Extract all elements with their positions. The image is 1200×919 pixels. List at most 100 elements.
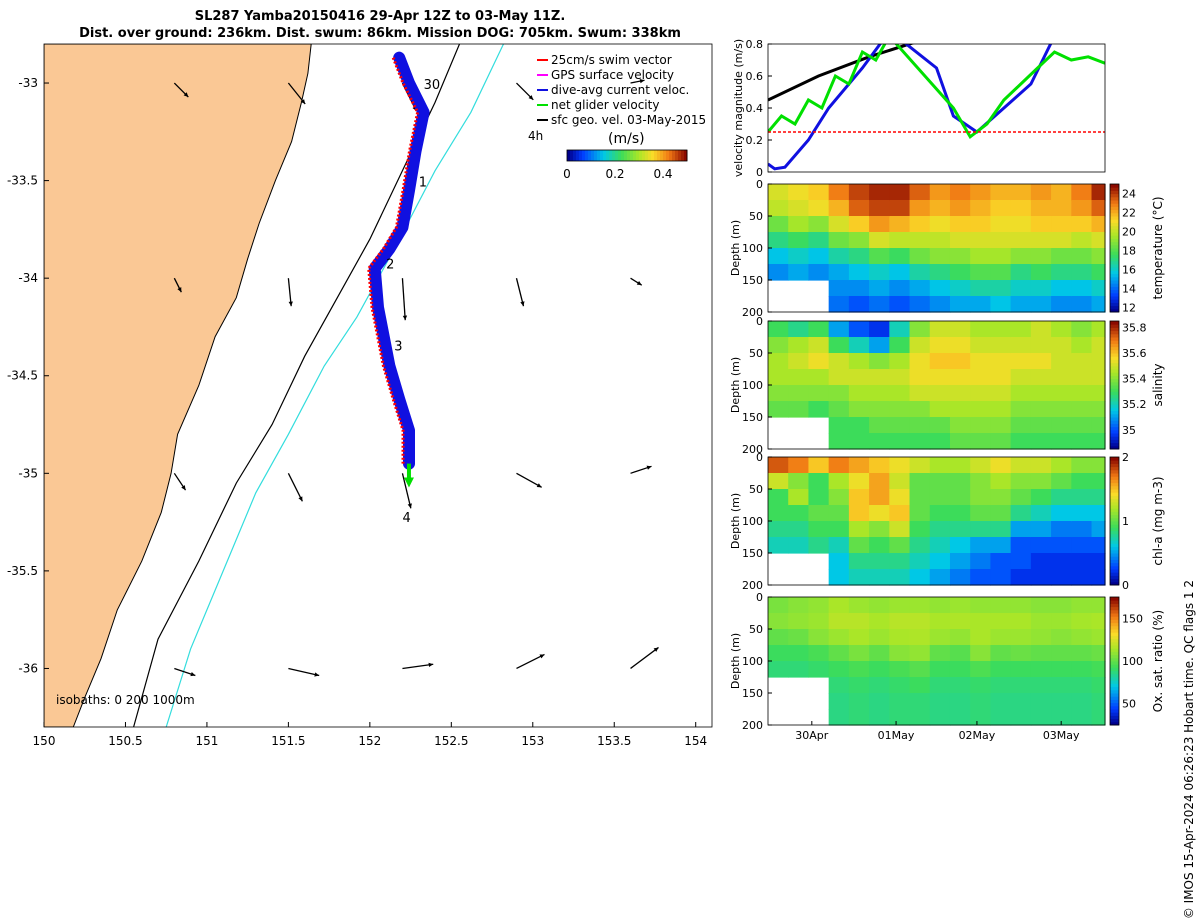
heatmap-cell [848,296,870,313]
profile-y-tick-label: 100 [742,655,763,668]
colorbar-cell [1110,330,1119,335]
heatmap-cell [768,321,789,338]
heatmap-cell [828,489,850,506]
heatmap-cell [990,385,1012,402]
heatmap-cell [1051,709,1072,726]
heatmap-cell [990,613,1012,630]
heatmap-cell [929,433,951,450]
current-arrow-head [536,483,542,488]
heatmap-cell [788,597,810,614]
heatmap-cell [828,613,850,630]
scale-label: 4h [528,129,543,143]
heatmap-cells [768,184,1106,313]
heatmap-cell [808,385,830,402]
heatmap-cell [1091,385,1106,402]
heatmap-cell [1091,693,1106,710]
heatmap-cell [1091,337,1106,354]
heatmap-cell [970,677,992,694]
heatmap-cell [970,353,992,370]
heatmap-cell [808,401,830,418]
colorbar-cell [1110,597,1119,601]
colorbar-cell [1110,381,1119,386]
heatmap-cell [808,369,830,386]
velocity-y-tick-label: 0.6 [746,70,764,83]
heatmap-cell [990,505,1012,522]
heatmap-cell [1030,693,1052,710]
heatmap-cell [788,521,810,538]
heatmap-cell [1071,613,1093,630]
profile-y-tick-label: 200 [742,719,763,732]
heatmap-cell [768,353,789,370]
heatmap-cell [768,537,789,554]
heatmap-cell [1010,216,1032,233]
heatmap-cell [929,401,951,418]
heatmap-cell [909,385,931,402]
colorbar-cell [1110,625,1119,630]
colorbar-cell [1110,433,1119,437]
x-tick-label: 151 [195,734,218,748]
heatmap-cell [1091,264,1106,281]
colorbar-cell [585,150,589,161]
heatmap-cell [1091,280,1106,297]
heatmap-cell [788,629,810,646]
colorbar-cell [1110,299,1119,303]
heatmap-cell [1030,645,1052,662]
heatmap-cell [869,489,890,506]
colorbar-cell [1110,244,1119,249]
heatmap-cell [1010,645,1032,662]
heatmap-cell [909,433,931,450]
heatmap-cell [828,597,850,614]
y-tick-label: -33 [18,76,38,90]
heatmap-cell [889,553,911,570]
heatmap-cell [949,385,971,402]
current-arrow-head [314,672,320,677]
heatmap-cell [808,613,830,630]
profile-y-tick-label: 0 [756,451,763,464]
heatmap-cell [1010,709,1032,726]
colorbar-cell [1110,651,1119,656]
heatmap-cell [848,232,870,249]
colorbar-cell [573,150,577,161]
colorbar-cell [1110,267,1119,271]
heatmap-cell [808,264,830,281]
colorbar-cell [1110,254,1119,259]
heatmap-cell [1091,709,1106,726]
colorbar-cell [1110,482,1119,487]
profile-panel-temperature: 0 50 100 150 200 Depth (m) 12 14 16 18 20 22 24 tempe… [729,178,1165,319]
heatmap-cell [990,184,1012,201]
heatmap-cell [768,232,789,249]
heatmap-cell [909,505,931,522]
heatmap-cell [1071,521,1093,538]
heatmap-cell [889,184,911,201]
profile-y-tick-label: 0 [756,315,763,328]
heatmap-cell [1051,232,1072,249]
heatmap-cell [1030,553,1052,570]
heatmap-cell [1030,677,1052,694]
heatmap-cell [1010,505,1032,522]
profile-y-tick-label: 50 [749,347,763,360]
heatmap-cell [808,232,830,249]
colorbar-cell [1110,305,1119,310]
colorbar-cell [1110,187,1119,191]
heatmap-cell [990,248,1012,265]
colorbar-cell [1110,413,1119,418]
heatmap-cell [1051,296,1072,313]
heatmap-cell [1051,264,1072,281]
heatmap-cell [1010,337,1032,354]
colorbar-cell [657,150,661,161]
heatmap-cell [970,385,992,402]
heatmap-cell [869,184,890,201]
heatmap-cell [869,401,890,418]
heatmap-cell [869,537,890,554]
heatmap-cell [1010,677,1032,694]
heatmap-cell [889,661,911,678]
heatmap-cell [1091,597,1106,614]
colorbar-cell [1110,530,1119,535]
heatmap-cell [828,433,850,450]
heatmap-cell [869,505,890,522]
colorbar-frame [566,149,688,162]
heatmap-cell [1091,613,1106,630]
colorbar-cell [1110,420,1119,424]
isobaths-label: isobaths: 0 200 1000m [56,693,195,707]
heatmap-cell [990,433,1012,450]
